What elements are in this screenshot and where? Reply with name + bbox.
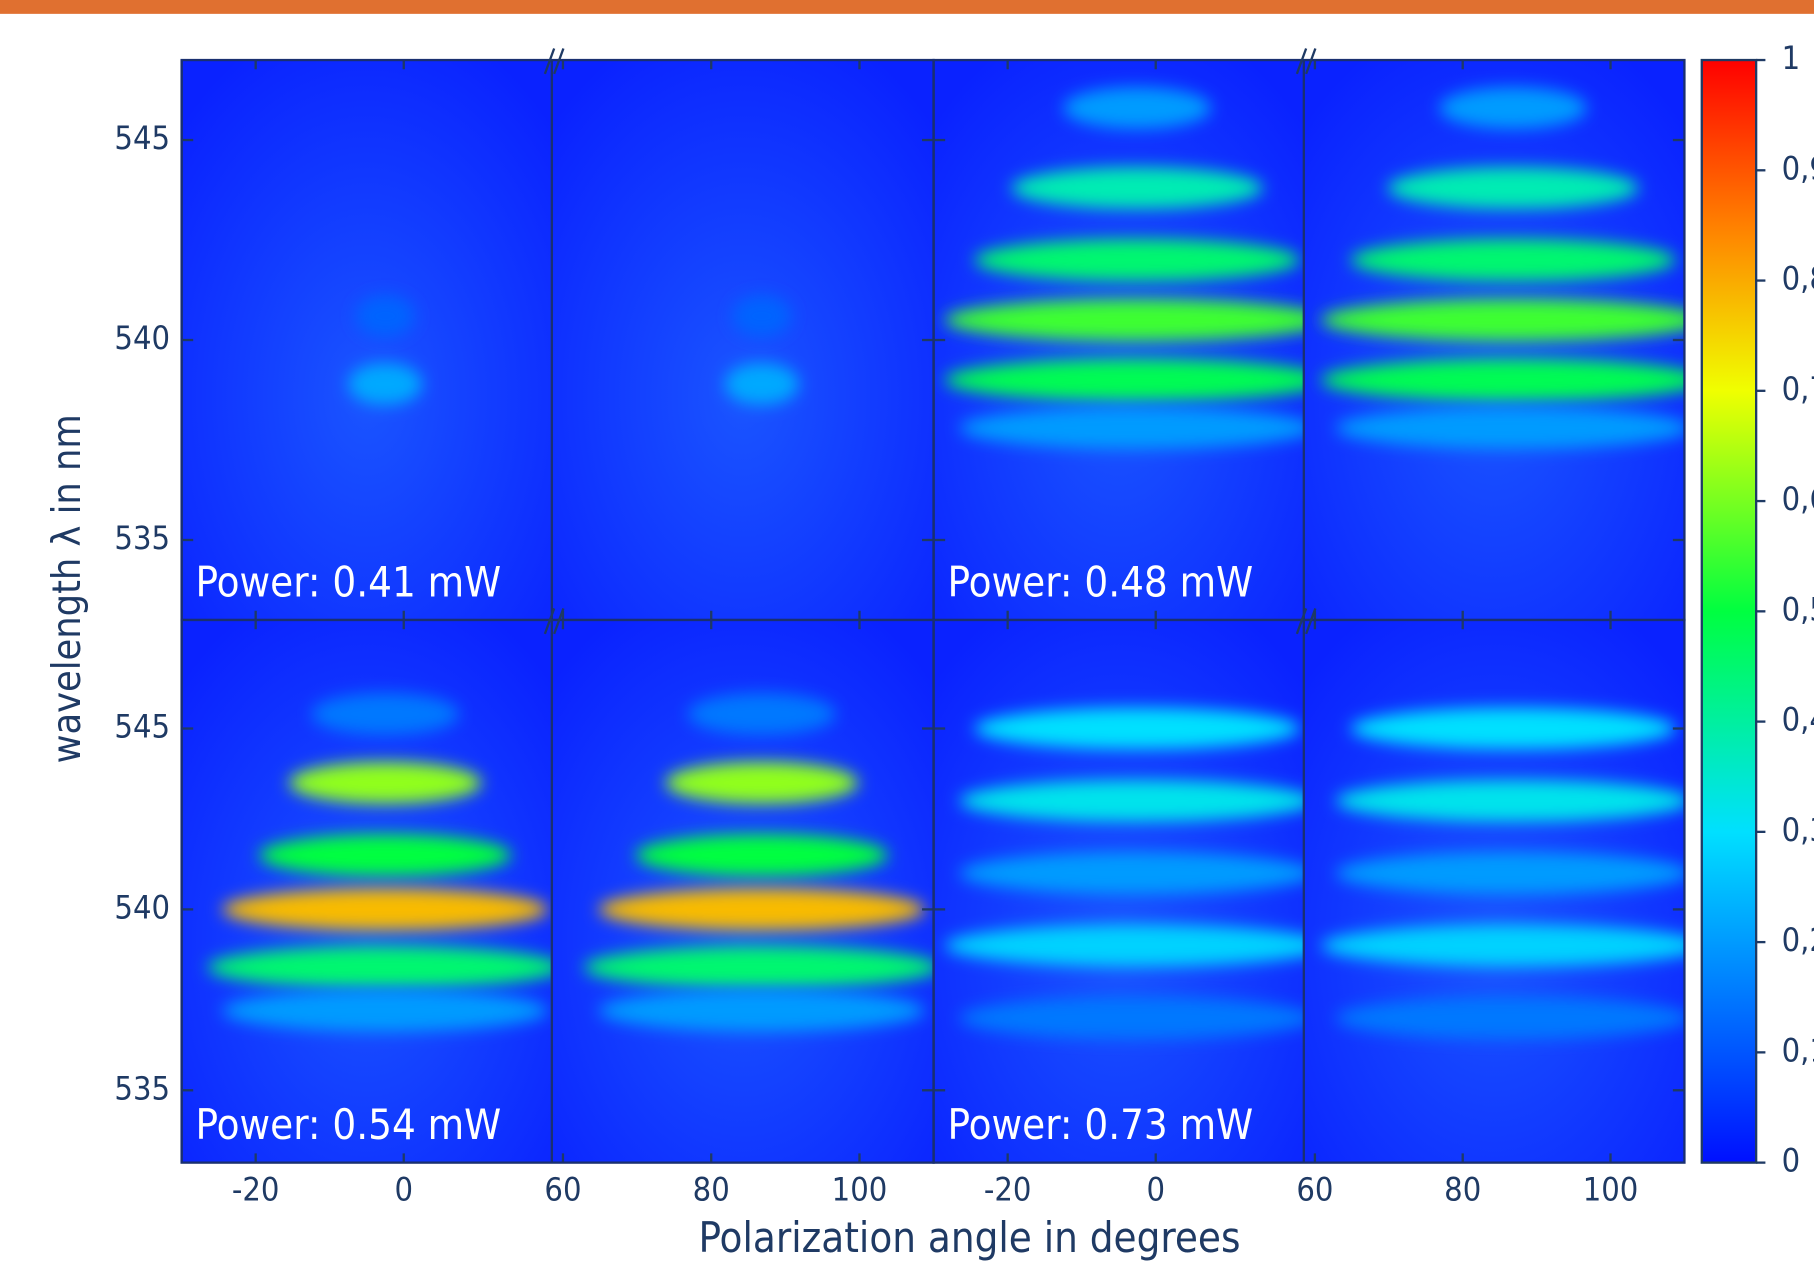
power-label: Power: 0.48 mW — [947, 557, 1253, 606]
colorbar-tick-label: 0,6 — [1782, 480, 1814, 518]
intensity-band — [311, 693, 460, 735]
intensity-band — [959, 407, 1304, 449]
colorbar-tick-label: 0,9 — [1782, 149, 1814, 187]
colorbar — [1700, 58, 1758, 1164]
y-tick-label: 540 — [114, 319, 170, 357]
y-tick-label: 540 — [114, 888, 170, 926]
power-label: Power: 0.54 mW — [196, 1100, 502, 1149]
heatmap-panel — [1303, 619, 1685, 1163]
intensity-band — [259, 834, 512, 876]
top-bar — [0, 0, 1814, 14]
colorbar-tick-label: 0,8 — [1782, 260, 1814, 298]
heatmap-panel — [1303, 60, 1685, 620]
intensity-band — [959, 997, 1304, 1039]
x-axis-label: Polarization angle in degrees — [698, 1213, 1240, 1262]
x-tick-label: 0 — [1146, 1171, 1165, 1209]
axis-break — [553, 48, 565, 75]
x-tick-label: -20 — [232, 1171, 280, 1209]
intensity-band — [1335, 407, 1685, 449]
intensity-band — [687, 693, 836, 735]
colorbar-tick-label: 1 — [1782, 39, 1801, 77]
x-tick-label: 100 — [832, 1171, 888, 1209]
intensity-band — [207, 946, 552, 989]
heatmap-background — [181, 60, 552, 620]
intensity-band — [1063, 87, 1212, 129]
x-tick-label: 60 — [1296, 1171, 1333, 1209]
heatmap-panel — [181, 60, 552, 620]
heatmap-panel — [933, 60, 1304, 620]
intensity-band — [1011, 167, 1264, 209]
intensity-band — [348, 363, 423, 405]
intensity-band — [1335, 780, 1685, 822]
power-label: Power: 0.41 mW — [196, 557, 502, 606]
x-tick-label: 100 — [1583, 1171, 1639, 1209]
axis-break — [553, 608, 565, 635]
x-tick-label: -20 — [984, 1171, 1032, 1209]
intensity-band — [222, 989, 549, 1032]
intensity-band — [1387, 167, 1639, 209]
heatmap-background — [551, 60, 934, 620]
x-tick-label: 80 — [1444, 1171, 1481, 1209]
intensity-band — [944, 299, 1304, 341]
heatmap-panel — [933, 619, 1304, 1163]
intensity-band — [944, 924, 1304, 967]
y-tick-label: 545 — [114, 119, 170, 157]
colorbar-tick-label: 0,3 — [1782, 811, 1814, 849]
axis-break — [1295, 608, 1308, 635]
heatmap-panel — [551, 60, 934, 620]
intensity-band — [583, 946, 934, 989]
intensity-band — [1350, 239, 1676, 281]
heatmap-panel — [551, 619, 934, 1163]
intensity-band — [635, 834, 888, 876]
axis-break — [543, 48, 556, 75]
intensity-band — [355, 295, 415, 337]
intensity-band — [1335, 852, 1685, 894]
axis-break — [1295, 48, 1308, 75]
intensity-band — [944, 359, 1304, 401]
power-label: Power: 0.73 mW — [947, 1100, 1253, 1149]
colorbar-tick-label: 0,1 — [1782, 1031, 1814, 1069]
axis-break — [1305, 48, 1317, 75]
axis-break — [1305, 608, 1317, 635]
x-tick-label: 80 — [693, 1171, 730, 1209]
colorbar-tick-label: 0,2 — [1782, 921, 1814, 959]
axis-break — [543, 608, 556, 635]
intensity-band — [974, 707, 1301, 750]
x-tick-label: 0 — [394, 1171, 413, 1209]
intensity-band — [959, 780, 1304, 822]
intensity-band — [222, 888, 549, 931]
intensity-band — [959, 852, 1304, 894]
intensity-band — [1350, 707, 1676, 750]
colorbar-tick-label: 0,7 — [1782, 370, 1814, 408]
intensity-band — [665, 762, 859, 804]
y-tick-label: 535 — [114, 1069, 170, 1107]
intensity-band — [1335, 997, 1685, 1039]
y-tick-label: 545 — [114, 708, 170, 746]
colorbar-tick-label: 0,4 — [1782, 701, 1814, 739]
intensity-band — [1321, 299, 1685, 341]
y-tick-label: 535 — [114, 519, 170, 557]
intensity-band — [288, 762, 482, 804]
intensity-band — [1439, 87, 1588, 129]
intensity-band — [1321, 924, 1685, 967]
intensity-band — [1321, 359, 1685, 401]
panel-frame — [932, 618, 1686, 1164]
colorbar-tick-label: 0 — [1782, 1142, 1801, 1180]
x-tick-label: 60 — [544, 1171, 581, 1209]
heatmap-panel — [181, 619, 552, 1163]
intensity-band — [732, 295, 792, 337]
intensity-band — [598, 989, 925, 1032]
intensity-band — [724, 363, 799, 405]
intensity-band — [974, 239, 1301, 281]
y-axis-label: wavelength λ in nm — [45, 414, 90, 763]
intensity-band — [598, 888, 925, 931]
colorbar-tick-label: 0,5 — [1782, 590, 1814, 628]
